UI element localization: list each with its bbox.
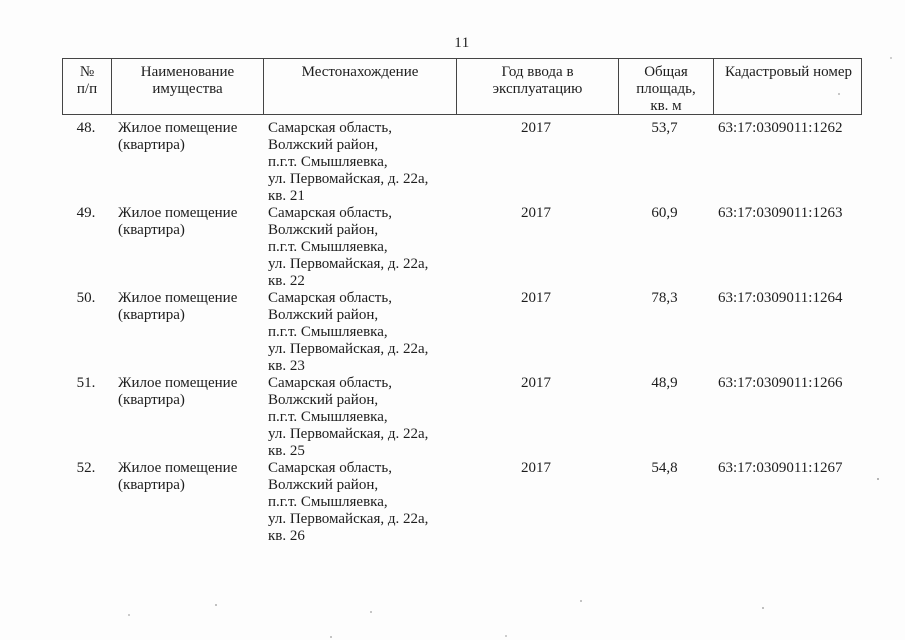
scan-noise [0, 0, 2, 2]
cell-number: 51. [76, 375, 96, 391]
cell-name: Жилое помещение (квартира) [118, 375, 238, 408]
cell-name: Жилое помещение (квартира) [118, 205, 238, 238]
cell-cadastral: 63:17:0309011:1266 [718, 375, 843, 391]
cell-location: Самарская область, Волжский район, п.г.т… [268, 120, 429, 204]
table-row: 49. Жилое помещение (квартира) Самарская… [62, 205, 862, 290]
header-col-number: № п/п [76, 64, 98, 97]
cell-area: 48,9 [651, 375, 678, 391]
header-col-area: Общая площадь, кв. м [618, 59, 713, 114]
table-row: 52. Жилое помещение (квартира) Самарская… [62, 460, 862, 545]
header-col-year: Год ввода в эксплуатацию [456, 59, 618, 114]
cell-area: 78,3 [651, 290, 678, 306]
cell-area: 54,8 [651, 460, 678, 476]
cell-year: 2017 [521, 460, 551, 476]
cell-location: Самарская область, Волжский район, п.г.т… [268, 375, 429, 459]
cell-area: 60,9 [651, 205, 678, 221]
table-row: 51. Жилое помещение (квартира) Самарская… [62, 375, 862, 460]
cell-number: 48. [76, 120, 96, 136]
cell-area: 53,7 [651, 120, 678, 136]
cell-cadastral: 63:17:0309011:1263 [718, 205, 843, 221]
cell-cadastral: 63:17:0309011:1262 [718, 120, 843, 136]
cell-number: 50. [76, 290, 96, 306]
cell-location: Самарская область, Волжский район, п.г.т… [268, 205, 429, 289]
table-row: 48. Жилое помещение (квартира) Самарская… [62, 120, 862, 205]
cell-name: Жилое помещение (квартира) [118, 290, 238, 323]
table-body: 48. Жилое помещение (квартира) Самарская… [62, 120, 862, 545]
page-number: 11 [454, 35, 470, 51]
property-table: № п/п Наименование имущества Местонахожд… [62, 58, 862, 545]
header-col-location: Местонахождение [263, 59, 456, 114]
cell-cadastral: 63:17:0309011:1264 [718, 290, 843, 306]
cell-year: 2017 [521, 375, 551, 391]
cell-number: 52. [76, 460, 96, 476]
cell-year: 2017 [521, 205, 551, 221]
cell-name: Жилое помещение (квартира) [118, 120, 238, 153]
cell-number: 49. [76, 205, 96, 221]
header-col-name: Наименование имущества [111, 59, 263, 114]
cell-location: Самарская область, Волжский район, п.г.т… [268, 460, 429, 544]
cell-year: 2017 [521, 120, 551, 136]
table-row: 50. Жилое помещение (квартира) Самарская… [62, 290, 862, 375]
cell-year: 2017 [521, 290, 551, 306]
cell-location: Самарская область, Волжский район, п.г.т… [268, 290, 429, 374]
table-header-row: № п/п Наименование имущества Местонахожд… [62, 58, 862, 115]
cell-cadastral: 63:17:0309011:1267 [718, 460, 843, 476]
header-col-cadastral: Кадастровый номер [713, 59, 863, 114]
cell-name: Жилое помещение (квартира) [118, 460, 238, 493]
